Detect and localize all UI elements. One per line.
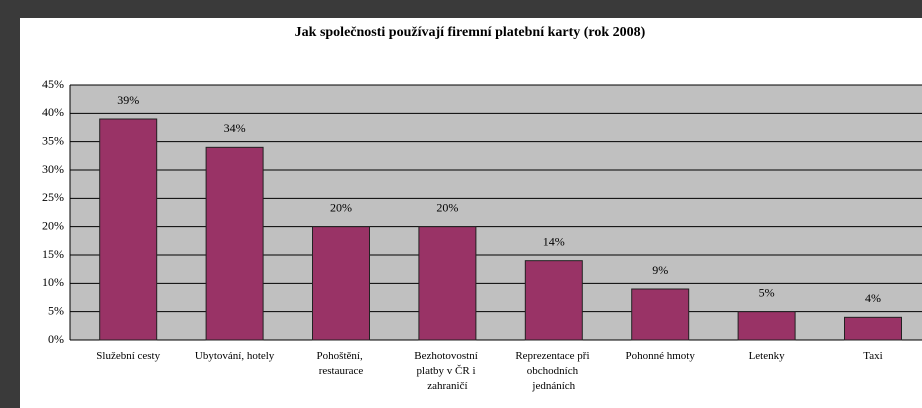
data-label: 9% — [652, 263, 668, 277]
bar — [844, 316, 902, 341]
x-tick-label: Letenky — [749, 350, 786, 362]
data-label: 14% — [543, 234, 565, 248]
y-tick-label: 30% — [42, 162, 64, 176]
data-label: 5% — [759, 285, 775, 299]
x-tick-label: Reprezentace při obchodních jednáních — [515, 350, 592, 392]
y-tick-label: 20% — [42, 218, 64, 232]
chart-title: Jak společnosti používají firemní plateb… — [295, 25, 646, 40]
y-tick-label: 10% — [42, 275, 64, 289]
data-label: 4% — [865, 291, 881, 305]
x-tick-label: Taxi — [863, 350, 882, 362]
y-tick-label: 40% — [42, 105, 64, 119]
bar — [99, 118, 158, 341]
y-tick-label: 5% — [48, 303, 64, 317]
data-label: 39% — [117, 93, 139, 107]
bar — [312, 226, 370, 341]
x-tick-label: Služební cesty — [96, 350, 160, 362]
bar — [631, 288, 690, 341]
x-tick-label: Ubytování, hotely — [195, 350, 275, 362]
bar — [418, 226, 477, 341]
y-tick-label: 0% — [48, 332, 64, 346]
x-tick-label: Pohonné hmoty — [626, 350, 696, 362]
data-label: 20% — [436, 200, 458, 214]
x-tick-label: Pohoštění, restaurace — [317, 350, 366, 377]
plot-area — [70, 85, 922, 340]
x-tick-label: Bezhotovostní platby v ČR i zahraničí — [414, 350, 480, 392]
bar — [205, 146, 264, 341]
y-tick-label: 45% — [42, 77, 64, 91]
y-tick-label: 15% — [42, 247, 64, 261]
data-label: 34% — [224, 121, 246, 135]
data-label: 20% — [330, 200, 352, 214]
y-tick-label: 35% — [42, 133, 64, 147]
bar — [524, 260, 583, 341]
bar — [737, 311, 796, 341]
y-tick-label: 25% — [42, 190, 64, 204]
